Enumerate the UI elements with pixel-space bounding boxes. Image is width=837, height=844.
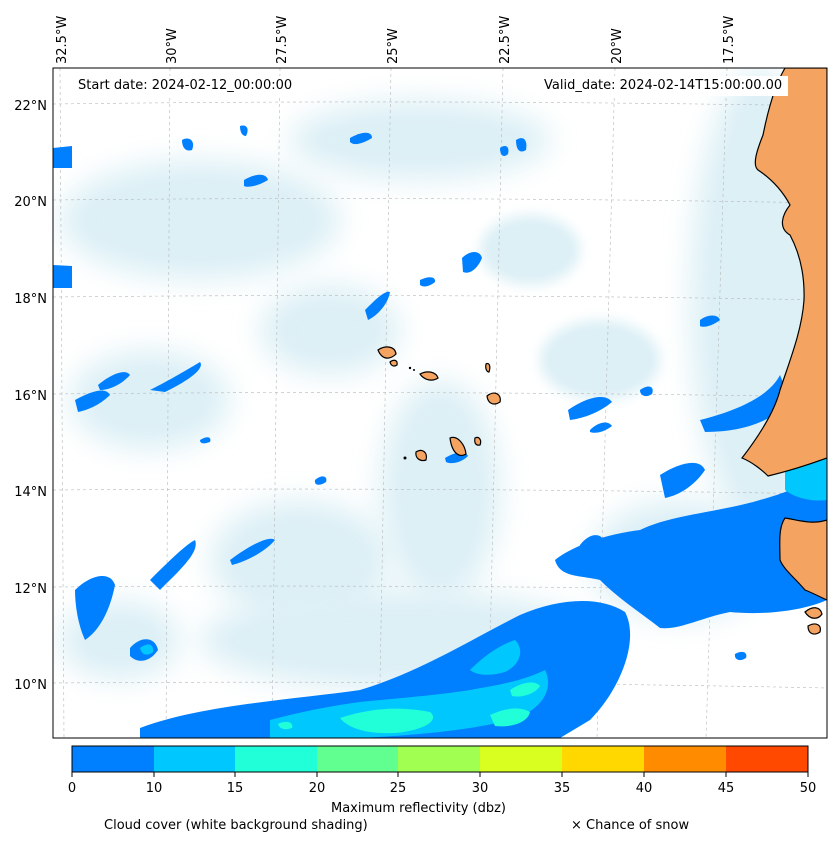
land-masses (377, 68, 827, 635)
lon-label: 22.5°W (498, 16, 513, 64)
colorbar-segment (235, 746, 317, 772)
colorbar-tick-label: 0 (68, 781, 76, 796)
colorbar: 0 10 15 20 25 30 35 40 45 50 (68, 745, 817, 796)
colorbar-tick-label: 15 (227, 781, 244, 796)
small-islets (403, 366, 415, 460)
colorbar-title: Maximum reflectivity (dbz) (331, 801, 506, 816)
start-date-label: Start date: 2024-02-12_00:00:00 (72, 76, 299, 96)
colorbar-segment (562, 746, 644, 772)
latitude-labels: 22°N 20°N 18°N 16°N 14°N 12°N 10°N (14, 99, 47, 693)
lon-label: 25°W (386, 28, 401, 64)
colorbar-frame (71, 745, 809, 773)
lat-label: 12°N (14, 582, 47, 597)
colorbar-segment (72, 746, 154, 772)
lat-label: 18°N (14, 292, 47, 307)
map-panel (53, 68, 827, 738)
santo-antao (377, 346, 397, 359)
colorbar-tick-label: 35 (554, 781, 571, 796)
colorbar-tick-label: 10 (146, 781, 163, 796)
lon-label: 27.5°W (275, 16, 290, 64)
reflectivity-15-20 (278, 408, 827, 734)
colorbar-tick-label: 20 (309, 781, 326, 796)
colorbar-tick-label: 25 (390, 781, 407, 796)
colorbar-ticks (71, 772, 809, 777)
cloud-cover-note: Cloud cover (white background shading) (104, 818, 368, 833)
longitude-labels: 32.5°W 30°W 27.5°W 25°W 22.5°W 20°W 17.5… (55, 16, 737, 64)
colorbar-tick-label: 30 (472, 781, 489, 796)
lat-label: 20°N (14, 195, 47, 210)
colorbar-segment (480, 746, 562, 772)
fogo (415, 449, 427, 462)
valid-date-label: Valid_date: 2024-02-14T15:00:00.00 (538, 76, 789, 96)
lat-label: 10°N (14, 678, 47, 693)
lon-label: 32.5°W (55, 16, 70, 64)
snow-chance-note: × Chance of snow (571, 818, 690, 833)
colorbar-segment (317, 746, 398, 772)
lon-label: 20°W (610, 28, 625, 64)
lat-label: 22°N (14, 99, 47, 114)
colorbar-segment (398, 746, 480, 772)
boa-vista (486, 392, 501, 405)
colorbar-tick-label: 45 (718, 781, 735, 796)
lon-label: 17.5°W (722, 16, 737, 64)
colorbar-segment (644, 746, 726, 772)
colorbar-tick-label: 50 (800, 781, 817, 796)
colorbar-tick-label: 40 (636, 781, 653, 796)
colorbar-segment (154, 746, 235, 772)
lon-label: 30°W (165, 28, 180, 64)
african-coast (741, 68, 827, 477)
lat-label: 14°N (14, 485, 47, 500)
colorbar-segment (726, 746, 808, 772)
senegambia-coast (779, 517, 827, 601)
map-frame (52, 67, 828, 739)
santiago (449, 436, 467, 457)
lat-label: 16°N (14, 389, 47, 404)
